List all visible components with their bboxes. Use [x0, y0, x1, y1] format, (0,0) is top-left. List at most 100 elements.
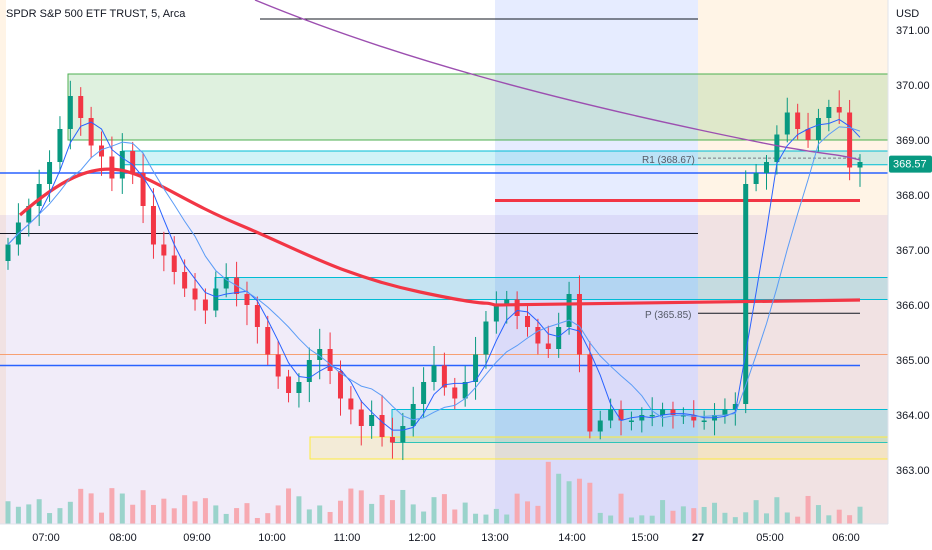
candle-body: [57, 129, 63, 162]
volume-bar: [88, 493, 94, 524]
candle-body: [743, 184, 749, 404]
y-tick-labels: 363.00 364.00 365.00 366.00 367.00 368.00 369.…: [896, 25, 930, 477]
candle-body: [660, 409, 666, 415]
volume-bar: [223, 513, 229, 524]
candle-body: [213, 288, 219, 311]
volume-bar: [296, 496, 302, 524]
volume-bar: [275, 505, 281, 524]
y-tick-label: 364.00: [896, 410, 930, 422]
volume-bar: [369, 503, 375, 524]
x-tick-label: 12:00: [408, 532, 436, 544]
y-tick-label: 363.00: [896, 465, 930, 477]
chart-title: SPDR S&P 500 ETF TRUST, 5, Arca: [6, 8, 186, 20]
candle-body: [306, 360, 312, 382]
candle-body: [223, 277, 229, 289]
volume-bar: [504, 514, 510, 524]
candle-body: [795, 112, 801, 129]
candle-body: [847, 112, 853, 168]
volume-bar: [431, 497, 437, 524]
candle-body: [514, 299, 520, 316]
candle-body: [587, 354, 593, 432]
volume-bar: [15, 506, 21, 524]
last-price-value: 368.57: [893, 159, 927, 171]
y-tick-label: 367.00: [896, 245, 930, 257]
x-tick-label: 07:00: [32, 532, 60, 544]
x-tick-labels: 07:00 08:00 09:00 10:00 11:00 12:00 13:00 14:00…: [32, 532, 860, 544]
volume-bar: [535, 505, 541, 524]
volume-bar: [78, 488, 84, 524]
indicator-lines: [7, 0, 861, 431]
volume-bar: [545, 461, 551, 524]
x-tick-label: 09:00: [183, 532, 211, 544]
candle-body: [462, 382, 468, 399]
candle-body: [545, 343, 551, 349]
time-axis[interactable]: [0, 523, 932, 550]
volume-bar: [805, 495, 811, 524]
volume-bar: [566, 481, 572, 524]
volume-bar: [473, 513, 479, 524]
candle-body: [722, 409, 728, 415]
volume-bar: [462, 502, 468, 524]
candle-body: [140, 173, 146, 206]
volume-bar: [618, 493, 624, 524]
volume-bar: [192, 501, 198, 524]
candle-body: [576, 294, 582, 355]
candle-body: [556, 327, 562, 349]
candle-body: [597, 420, 603, 432]
candle-body: [431, 365, 437, 382]
volume-bar: [732, 517, 738, 524]
candle-body: [566, 294, 572, 327]
premarket-bg: [0, 0, 6, 524]
candle-body: [358, 409, 364, 426]
candle-body: [452, 387, 458, 399]
volume-bar: [815, 505, 821, 524]
volume-bar: [722, 512, 728, 524]
x-tick-label: 27: [692, 532, 704, 544]
volume-bar: [67, 501, 73, 524]
volume-bar: [660, 500, 666, 524]
volume-bar: [763, 513, 769, 524]
candle-body: [483, 321, 489, 355]
candle-body: [78, 96, 84, 118]
candle-body: [130, 151, 136, 173]
volume-bar: [202, 498, 208, 524]
volume-bar: [743, 512, 749, 524]
candle-body: [275, 354, 281, 377]
candle-body: [805, 129, 811, 140]
candle-body: [701, 420, 707, 422]
candle-body: [171, 255, 177, 272]
candle-body: [649, 415, 655, 417]
volume-bar: [36, 499, 42, 524]
volume-bar: [712, 502, 718, 524]
candle-body: [88, 118, 94, 146]
candle-body: [317, 349, 323, 360]
candle-body: [26, 206, 32, 223]
candle-body: [47, 162, 53, 184]
x-tick-label: 15:00: [631, 532, 659, 544]
volume-bar: [389, 500, 395, 524]
candle-body: [535, 327, 541, 344]
volume-bar: [337, 500, 343, 524]
volume-bar: [753, 500, 759, 524]
candle-body: [525, 316, 531, 327]
volume-bar: [597, 512, 603, 524]
candle-body: [337, 371, 343, 399]
volume-bar: [847, 515, 853, 524]
volume-bar: [493, 508, 499, 524]
candle-body: [265, 327, 271, 355]
volume-bar: [171, 508, 177, 524]
volume-bar: [265, 513, 271, 524]
price-axis[interactable]: [887, 0, 932, 524]
volume-bar: [244, 503, 250, 524]
candle-body: [400, 426, 406, 443]
volume-bar: [130, 504, 136, 524]
candle-body: [691, 415, 697, 421]
candle-body: [618, 409, 624, 421]
ma-fast-line: [7, 118, 861, 431]
volume-bar: [608, 515, 614, 524]
x-tick-label: 14:00: [558, 532, 586, 544]
x-tick-label: 13:00: [481, 532, 509, 544]
volume-bar: [836, 509, 842, 524]
volume-bar: [327, 511, 333, 524]
